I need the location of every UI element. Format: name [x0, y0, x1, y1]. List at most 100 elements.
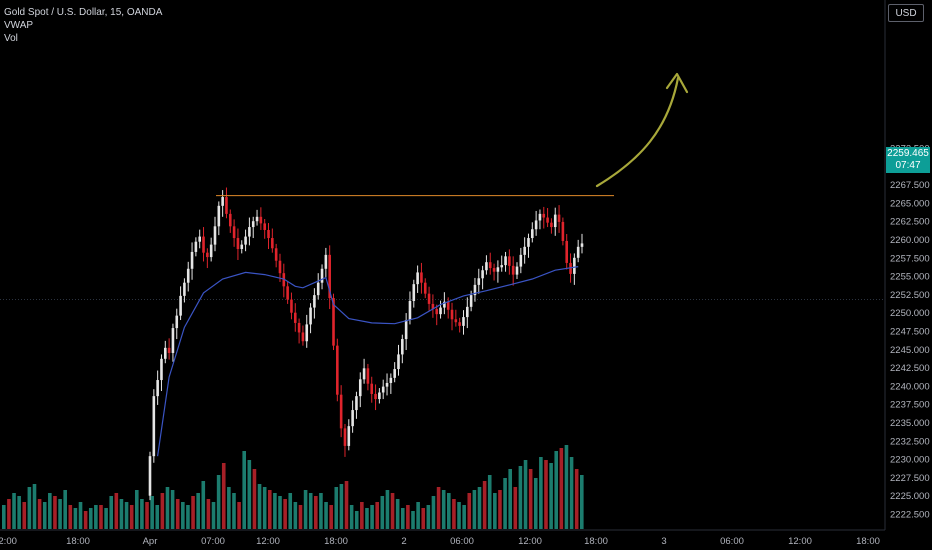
candle-body	[508, 256, 511, 266]
volume-bar	[544, 460, 548, 529]
volume-bar	[22, 502, 27, 529]
candle-body	[511, 265, 515, 275]
volume-bar	[472, 490, 477, 529]
volume-bar	[283, 499, 287, 529]
candle-body	[550, 222, 553, 228]
volume-bar	[232, 493, 236, 529]
candle-body	[500, 265, 504, 268]
volume-bar	[42, 502, 47, 529]
volume-bar	[447, 493, 451, 529]
candle-body	[213, 226, 217, 245]
y-tick-label: 2262.500	[890, 217, 930, 228]
candle-body	[527, 238, 530, 247]
candle-body	[267, 229, 270, 239]
candle-body	[531, 229, 534, 239]
candle-body	[557, 214, 561, 222]
candle-body	[488, 262, 492, 269]
candle-body	[351, 410, 354, 427]
y-tick-label: 2267.500	[890, 180, 930, 191]
symbol-title[interactable]: Gold Spot / U.S. Dollar, 15, OANDA	[4, 7, 163, 18]
vwap-line	[157, 266, 579, 457]
candle-body	[167, 347, 171, 353]
candle-body	[179, 295, 182, 316]
candle-body	[236, 238, 240, 250]
volume-bar	[201, 481, 206, 529]
arrow-head-icon	[665, 72, 689, 94]
volume-bars	[2, 445, 584, 529]
x-tick-label: 07:00	[201, 536, 225, 547]
volume-bar	[12, 493, 16, 529]
volume-bar	[237, 502, 241, 529]
volume-bar	[375, 502, 379, 529]
y-tick-label: 2245.000	[890, 345, 930, 356]
candle-body	[496, 267, 500, 272]
volume-bar	[431, 496, 436, 529]
volume-bar	[17, 496, 21, 529]
x-tick-label: 3	[661, 536, 666, 547]
candle-body	[397, 354, 400, 370]
volume-bar	[63, 490, 67, 529]
volume-bar	[221, 463, 226, 529]
candle-body	[301, 332, 305, 342]
candle-body	[156, 380, 159, 397]
vol-legend[interactable]: Vol	[4, 33, 18, 44]
candle-body	[523, 246, 526, 255]
volume-bar	[482, 481, 487, 529]
volume-bar	[262, 487, 267, 529]
candle-body	[240, 244, 244, 250]
candle-body	[259, 216, 263, 224]
candle-body	[194, 241, 198, 252]
time-axis[interactable]: 12:00 18:00 Apr 07:00 12:00 18:00 2 06:00 12:00 1…	[0, 536, 880, 547]
candle-body	[148, 456, 152, 496]
volume-bar	[580, 475, 584, 529]
y-tick-label: 2240.000	[890, 381, 930, 392]
vwap-legend[interactable]: VWAP	[4, 20, 34, 31]
volume-bar	[196, 493, 200, 529]
candle-body	[519, 254, 523, 267]
price-axis[interactable]: 2222.500 2225.000 2227.500 2230.000 2232.500…	[890, 144, 930, 521]
currency-button[interactable]: USD	[888, 4, 924, 22]
candle-body	[343, 428, 347, 446]
candle-body	[286, 286, 289, 300]
candle-body	[183, 282, 186, 296]
volume-bar	[411, 511, 415, 529]
volume-bar	[441, 490, 446, 529]
y-tick-label: 2232.500	[890, 436, 930, 447]
volume-bar	[124, 502, 129, 529]
volume-bar	[400, 508, 405, 529]
x-tick-label: 18:00	[324, 536, 348, 547]
candle-body	[313, 295, 316, 308]
x-tick-label: 12:00	[0, 536, 17, 547]
candle-body	[569, 262, 572, 274]
y-tick-label: 2265.000	[890, 198, 930, 209]
candle-body	[225, 197, 228, 214]
chart-legend: Gold Spot / U.S. Dollar, 15, OANDA VWAP …	[4, 6, 162, 45]
candle-body	[171, 328, 175, 353]
candle-body	[443, 301, 446, 308]
forecast-arrow[interactable]	[595, 76, 680, 188]
y-tick-label: 2237.500	[890, 400, 930, 411]
volume-bar	[436, 487, 441, 529]
volume-bar	[68, 505, 73, 529]
volume-bar	[354, 511, 359, 529]
candle-body	[358, 379, 362, 397]
volume-bar	[293, 502, 298, 529]
candle-body	[420, 272, 423, 283]
volume-bar	[528, 469, 533, 529]
volume-bar	[549, 463, 553, 529]
volume-bar	[319, 493, 323, 529]
volume-bar	[564, 445, 569, 529]
volume-bar	[406, 505, 410, 529]
candle-body	[293, 312, 297, 323]
volume-bar	[416, 502, 420, 529]
candle-body	[469, 295, 473, 307]
volume-bar	[518, 466, 523, 529]
volume-bar	[569, 457, 574, 529]
candle-body	[401, 339, 404, 355]
volume-bar	[252, 469, 257, 529]
candle-body	[152, 396, 156, 457]
volume-bar	[114, 493, 119, 529]
candle-body	[217, 205, 221, 227]
